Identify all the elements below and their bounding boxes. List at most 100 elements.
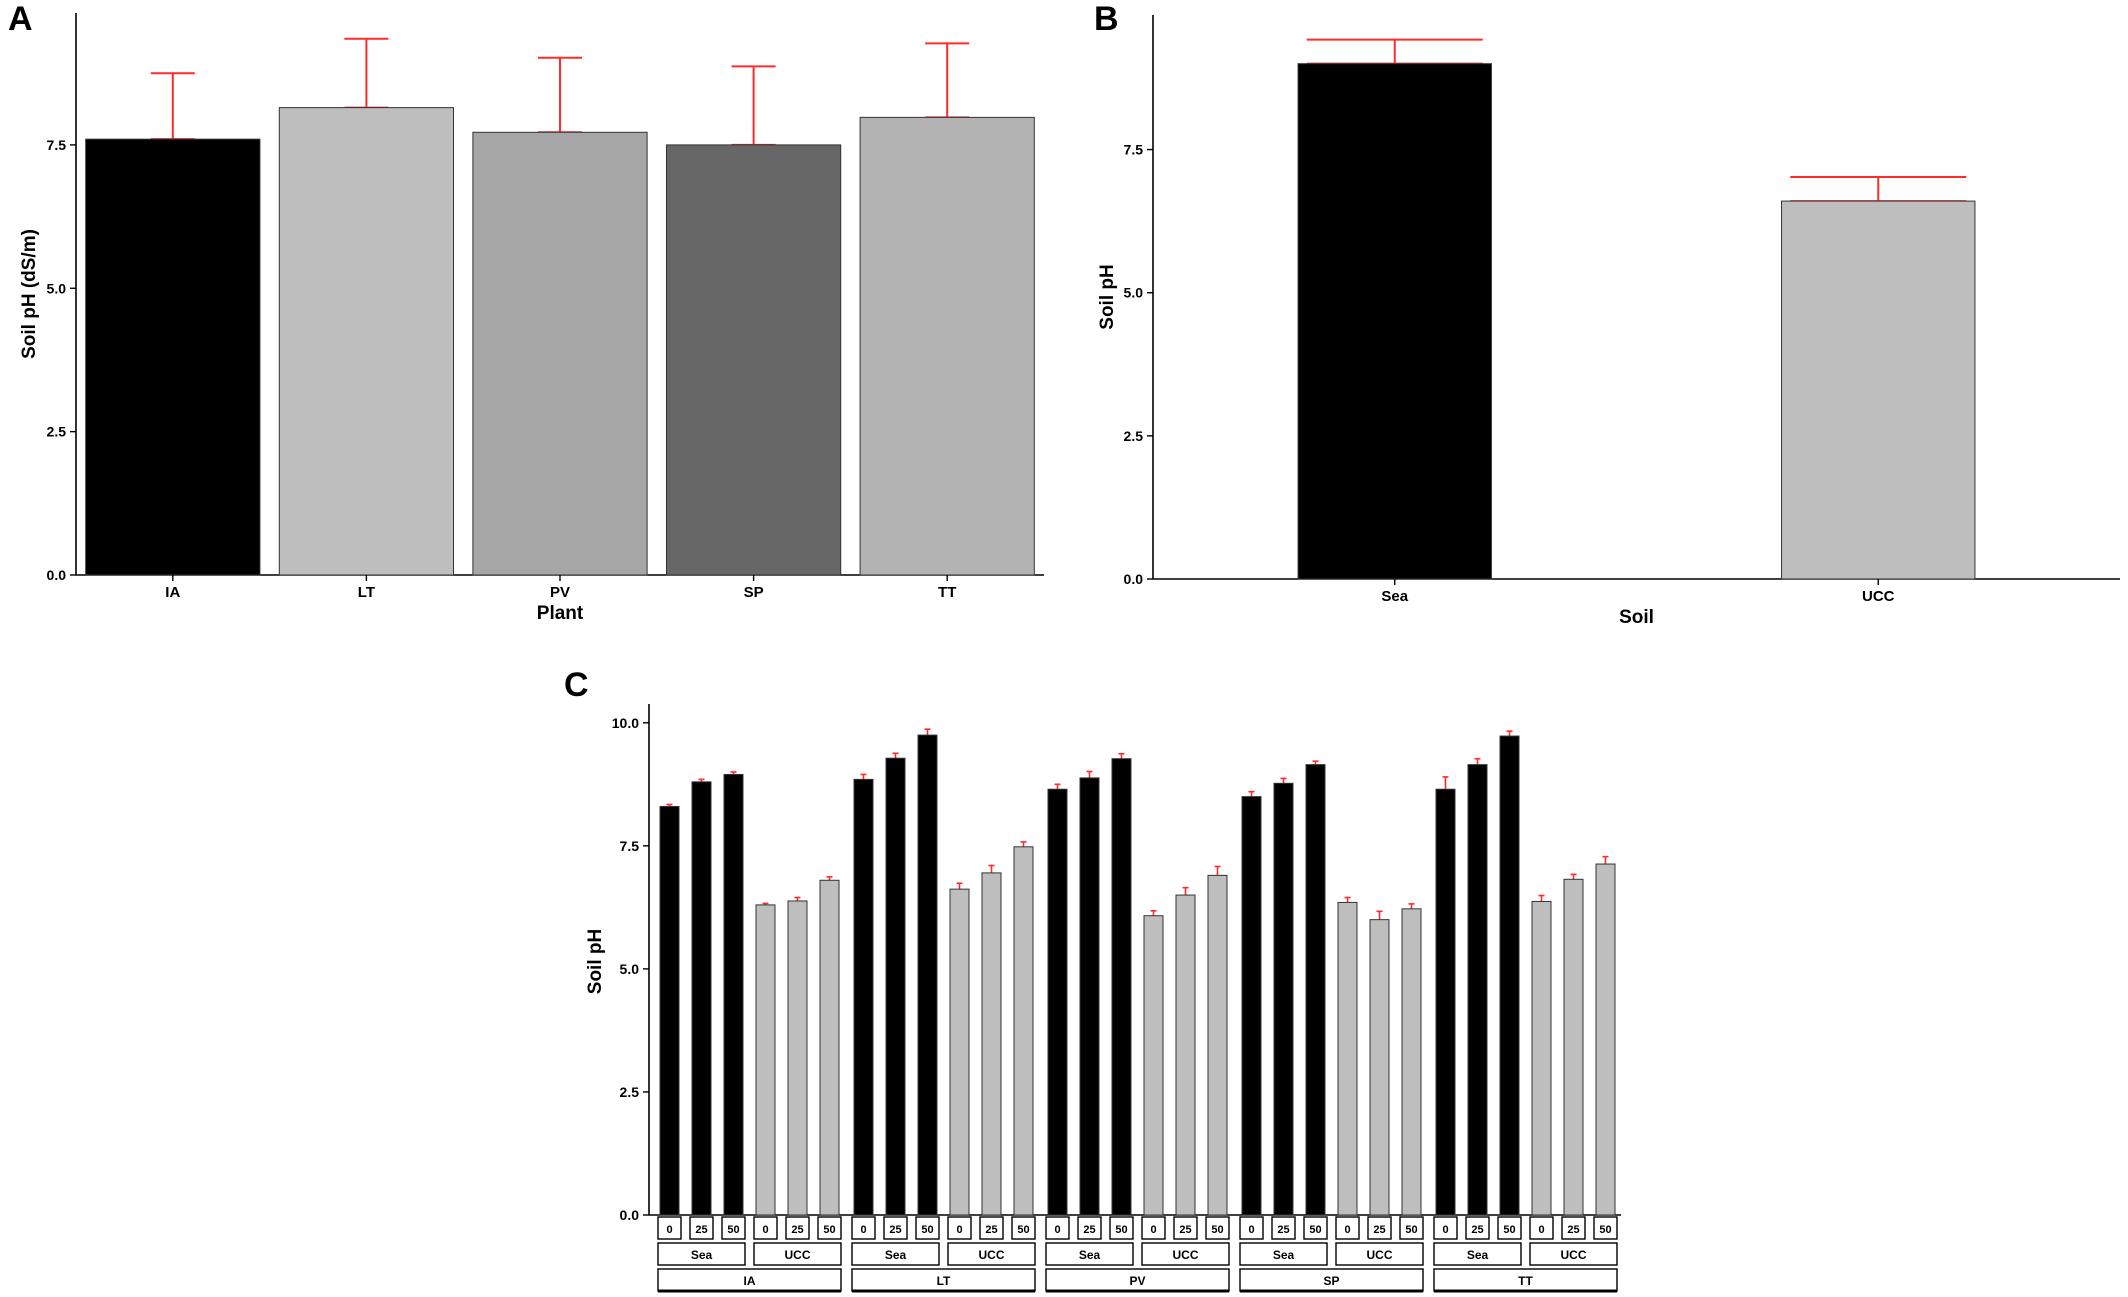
panel-c-dose-strip: [1239, 1216, 1264, 1240]
panel-b-y-tick-label: 7.5: [1124, 142, 1144, 158]
panel-c-bar-sp-ucc-0: [1337, 901, 1358, 1216]
panel-a-x-axis-title: Plant: [537, 603, 584, 624]
panel-c-dose-label: 25: [1083, 1224, 1095, 1236]
panel-c-bar-tt-ucc-0: [1531, 900, 1552, 1216]
panel-c-y-tick-label: 10.0: [612, 715, 639, 731]
panel-c-bar-tt-sea-0: [1435, 788, 1456, 1216]
panel-c-soil-strip: [1335, 1242, 1424, 1266]
panel-c-dose-strip: [657, 1216, 682, 1240]
panel-c-soil-strip: [657, 1242, 746, 1266]
panel-c-bar-pv-sea-50: [1111, 758, 1132, 1216]
panel-c-bar-lt-sea-0: [853, 778, 874, 1216]
panel-c-soil-strip: [1141, 1242, 1230, 1266]
panel-a-y-axis-title: Soil pH (dS/m): [19, 229, 40, 359]
panel-c-dose-strip: [1399, 1216, 1424, 1240]
panel-c-y-tick-label: 5.0: [620, 961, 640, 977]
panel-c-dose-strip: [1433, 1216, 1458, 1240]
panel-a-x-tick-label: IA: [165, 584, 180, 601]
panel-c-bar-lt-ucc-25: [981, 872, 1002, 1216]
panel-b-y-tick-label: 0.0: [1124, 571, 1144, 587]
panel-c-dose-label: 25: [1373, 1224, 1385, 1236]
panel-c-soil-strip: [947, 1242, 1036, 1266]
panel-c-dose-label: 25: [1567, 1224, 1579, 1236]
panel-c-y-axis-title: Soil pH: [585, 929, 606, 994]
panel-c-dose-strip: [785, 1216, 810, 1240]
panel-c-bar-ia-ucc-0: [755, 904, 776, 1216]
panel-c-dose-strip: [883, 1216, 908, 1240]
panel-c-bar-pv-sea-0: [1047, 788, 1068, 1216]
panel-c-plant-label: TT: [1518, 1274, 1533, 1288]
panel-a-x-tick-label: PV: [550, 584, 570, 601]
panel-c-dose-label: 50: [1309, 1224, 1321, 1236]
panel-c-soil-strip: [1433, 1242, 1522, 1266]
panel-c-dose-label: 0: [1344, 1224, 1350, 1236]
panel-c-dose-strip: [947, 1216, 972, 1240]
panel-c-dose-label: 50: [1405, 1224, 1417, 1236]
panel-a-chart: 0.0 2.5 5.0 7.5 IA LT PV SP TT Plant Soil pH (dS/m…: [19, 13, 1044, 624]
panel-a-bar-tt: [859, 116, 1035, 576]
panel-c-dose-label: 25: [695, 1224, 707, 1236]
panel-c-letter: C: [564, 666, 589, 704]
panel-c-dose-label: 0: [956, 1224, 962, 1236]
panel-c-dose-strip: [1593, 1216, 1618, 1240]
panel-b-y-axis-title: Soil pH: [1097, 264, 1118, 329]
panel-c-plant-label: IA: [744, 1274, 756, 1288]
panel-c-dose-label: 50: [823, 1224, 835, 1236]
panel-c-y-tick-label: 0.0: [620, 1207, 640, 1223]
panel-c-dose-strip: [1561, 1216, 1586, 1240]
panel-c-bar-sp-sea-0: [1241, 796, 1262, 1216]
panel-c-dose-label: 0: [1248, 1224, 1254, 1236]
panel-b-x-tick-label: UCC: [1862, 588, 1895, 605]
panel-c-soil-label: UCC: [1173, 1248, 1199, 1262]
panel-c-dose-label: 25: [1471, 1224, 1483, 1236]
panel-c-dose-strip: [851, 1216, 876, 1240]
panel-a-bar-ia: [85, 138, 261, 576]
panel-c-soil-strip: [753, 1242, 842, 1266]
panel-c-bar-pv-ucc-0: [1143, 915, 1164, 1216]
panel-c-bar-tt-sea-50: [1499, 735, 1520, 1216]
panel-c-dose-label: 25: [791, 1224, 803, 1236]
panel-c-dose-strip: [817, 1216, 842, 1240]
panel-c-dose-strip: [1173, 1216, 1198, 1240]
panel-a-bar-sp: [665, 144, 842, 576]
panel-a-y-tick-label: 5.0: [47, 280, 67, 296]
panel-c-dose-strip: [1271, 1216, 1296, 1240]
panel-c-soil-strip: [1239, 1242, 1328, 1266]
panel-c-dose-label: 50: [1211, 1224, 1223, 1236]
panel-c-bar-tt-sea-25: [1467, 764, 1488, 1216]
panel-c-dose-label: 0: [666, 1224, 672, 1236]
panel-c-dose-strip: [1077, 1216, 1102, 1240]
panel-c-bar-tt-ucc-25: [1563, 878, 1584, 1216]
panel-c-bar-ia-ucc-50: [819, 879, 840, 1216]
panel-c-dose-strip: [979, 1216, 1004, 1240]
panel-a-y-tick-label: 7.5: [47, 137, 67, 153]
panel-c-bar-ia-sea-0: [659, 805, 680, 1216]
panel-c-plant-label: LT: [937, 1274, 951, 1288]
panel-a-x-tick-label: SP: [744, 584, 764, 601]
panel-b-y-tick-label: 5.0: [1124, 285, 1144, 301]
panel-c-dose-strip: [1335, 1216, 1360, 1240]
panel-c-dose-strip: [1367, 1216, 1392, 1240]
panel-c-soil-label: Sea: [885, 1248, 907, 1262]
panel-c-dose-strip: [689, 1216, 714, 1240]
panel-c-dose-strip: [1109, 1216, 1134, 1240]
panel-b-x-axis-title: Soil: [1619, 607, 1654, 628]
panel-c-bar-ia-ucc-25: [787, 900, 808, 1216]
panel-c-dose-label: 25: [1277, 1224, 1289, 1236]
panel-b-y-tick-label: 2.5: [1124, 428, 1144, 444]
panel-c-dose-strip: [721, 1216, 746, 1240]
panel-c-soil-strip: [851, 1242, 940, 1266]
panel-c-dose-label: 50: [1017, 1224, 1029, 1236]
panel-c-bar-sp-ucc-25: [1369, 919, 1390, 1216]
panel-c-dose-strip: [1011, 1216, 1036, 1240]
panel-c-dose-strip: [1141, 1216, 1166, 1240]
panel-c-dose-strip: [1465, 1216, 1490, 1240]
panel-c-soil-label: UCC: [979, 1248, 1005, 1262]
panel-c-dose-strip: [915, 1216, 940, 1240]
panel-c-dose-strip: [1045, 1216, 1070, 1240]
panel-c-dose-label: 0: [762, 1224, 768, 1236]
panel-c-soil-label: UCC: [785, 1248, 811, 1262]
panel-c-soil-strip: [1529, 1242, 1618, 1266]
panel-a-x-tick-label: TT: [938, 584, 956, 601]
